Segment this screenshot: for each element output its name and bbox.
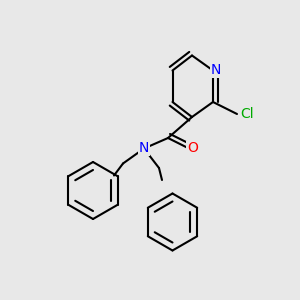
Text: N: N [211, 64, 221, 77]
Text: N: N [139, 142, 149, 155]
Text: Cl: Cl [240, 107, 253, 121]
Text: O: O [187, 142, 198, 155]
